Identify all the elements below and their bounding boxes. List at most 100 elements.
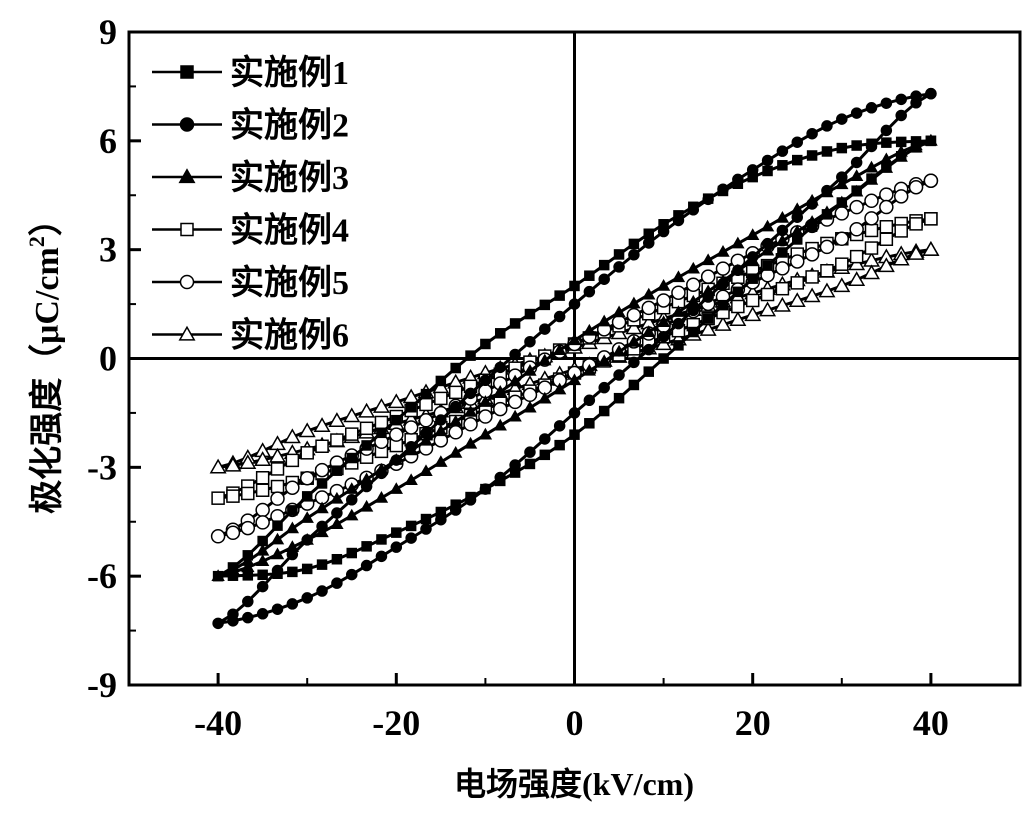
marker-square bbox=[745, 293, 760, 308]
marker-square bbox=[434, 391, 448, 406]
marker-square bbox=[180, 65, 194, 79]
marker-circle bbox=[301, 534, 313, 546]
marker-square bbox=[702, 313, 714, 324]
marker-circle bbox=[405, 532, 417, 544]
marker-triangle bbox=[345, 482, 359, 494]
marker-circle bbox=[836, 113, 848, 125]
marker-circle bbox=[210, 529, 226, 544]
marker-square bbox=[760, 287, 775, 302]
marker-triangle bbox=[523, 364, 537, 376]
marker-triangle bbox=[478, 395, 493, 407]
marker-circle bbox=[539, 433, 551, 445]
marker-square bbox=[569, 280, 580, 292]
marker-circle bbox=[880, 97, 893, 109]
marker-triangle bbox=[345, 508, 359, 521]
legend-label: 实施例2 bbox=[230, 107, 349, 145]
marker-triangle bbox=[612, 305, 626, 318]
marker-circle bbox=[179, 274, 195, 290]
marker-square bbox=[895, 151, 907, 162]
marker-square bbox=[376, 427, 387, 439]
marker-square bbox=[747, 273, 758, 284]
marker-circle bbox=[464, 387, 477, 400]
marker-square bbox=[420, 513, 432, 525]
marker-triangle bbox=[671, 270, 686, 283]
marker-square bbox=[851, 185, 862, 196]
marker-triangle bbox=[656, 315, 671, 328]
marker-square bbox=[628, 379, 640, 391]
marker-triangle bbox=[760, 243, 775, 256]
marker-square bbox=[879, 232, 894, 246]
x-tick-label: -40 bbox=[194, 703, 242, 743]
marker-circle bbox=[865, 140, 878, 153]
marker-square bbox=[673, 340, 684, 351]
marker-triangle bbox=[298, 422, 316, 438]
marker-circle bbox=[761, 237, 774, 250]
marker-square bbox=[539, 449, 551, 461]
marker-square bbox=[762, 260, 773, 271]
marker-circle bbox=[420, 523, 432, 535]
marker-triangle bbox=[463, 436, 478, 449]
marker-square bbox=[539, 299, 551, 311]
marker-triangle bbox=[372, 398, 390, 413]
marker-circle bbox=[613, 369, 625, 381]
marker-triangle bbox=[463, 405, 478, 417]
marker-square bbox=[285, 453, 300, 468]
marker-circle bbox=[360, 480, 373, 493]
marker-square bbox=[300, 446, 314, 460]
marker-square bbox=[836, 142, 848, 154]
marker-square bbox=[270, 479, 285, 494]
marker-square bbox=[524, 458, 536, 470]
marker-circle bbox=[865, 102, 878, 114]
marker-circle bbox=[299, 470, 315, 486]
marker-circle bbox=[478, 409, 493, 424]
y-axis-label-main: 极化强度 bbox=[28, 378, 66, 514]
marker-triangle bbox=[389, 482, 403, 494]
marker-triangle bbox=[538, 391, 552, 404]
marker-circle bbox=[227, 615, 239, 627]
marker-triangle bbox=[612, 344, 626, 357]
marker-triangle bbox=[255, 554, 270, 567]
marker-triangle bbox=[387, 393, 405, 409]
x-tick-label: 20 bbox=[735, 703, 771, 743]
legend-label: 实施例4 bbox=[230, 212, 349, 250]
marker-triangle bbox=[775, 234, 790, 246]
marker-circle bbox=[448, 425, 463, 440]
marker-triangle bbox=[178, 168, 196, 184]
marker-triangle bbox=[803, 287, 821, 303]
marker-circle bbox=[522, 387, 538, 403]
marker-circle bbox=[715, 261, 731, 276]
marker-circle bbox=[255, 502, 270, 518]
marker-square bbox=[792, 154, 803, 166]
marker-square bbox=[894, 224, 908, 238]
legend-label: 实施例5 bbox=[230, 264, 349, 302]
marker-triangle bbox=[330, 517, 344, 529]
marker-triangle bbox=[358, 402, 376, 418]
marker-triangle bbox=[625, 319, 643, 335]
marker-square bbox=[255, 471, 270, 485]
marker-triangle bbox=[404, 473, 418, 486]
marker-triangle bbox=[552, 343, 567, 356]
marker-square bbox=[287, 566, 298, 578]
marker-triangle bbox=[493, 418, 507, 431]
marker-circle bbox=[672, 214, 685, 227]
marker-square bbox=[643, 366, 654, 377]
marker-square bbox=[836, 197, 848, 208]
x-tick-label: 0 bbox=[566, 703, 584, 743]
marker-square bbox=[584, 270, 595, 281]
marker-triangle bbox=[864, 160, 879, 173]
marker-triangle bbox=[434, 455, 448, 467]
marker-triangle bbox=[300, 511, 314, 523]
marker-circle bbox=[672, 317, 685, 330]
marker-triangle bbox=[788, 292, 806, 308]
marker-circle bbox=[850, 156, 863, 169]
marker-triangle bbox=[283, 428, 301, 444]
marker-circle bbox=[834, 206, 850, 221]
marker-triangle bbox=[760, 219, 775, 232]
marker-square bbox=[257, 535, 268, 547]
marker-circle bbox=[403, 420, 419, 435]
axis-ticks: 9 6 3 0 -3 -6 -9 -40 -20 0 20 40 bbox=[87, 12, 1021, 743]
marker-triangle bbox=[714, 316, 732, 331]
marker-circle bbox=[656, 293, 671, 308]
marker-square bbox=[866, 173, 877, 184]
marker-circle bbox=[390, 454, 403, 466]
